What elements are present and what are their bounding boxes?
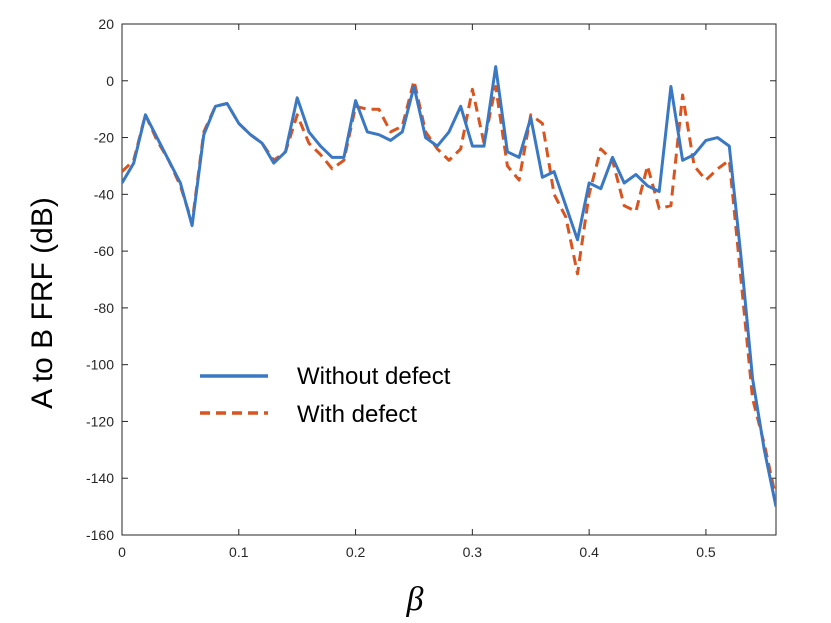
x-tick-label: 0.2 bbox=[346, 544, 366, 560]
y-axis: 20 0 -20 -40 -60 -80 -100 -120 -140 -160 bbox=[86, 16, 776, 543]
y-tick-label: 0 bbox=[106, 73, 114, 89]
x-axis-label: β bbox=[406, 581, 424, 618]
legend-label-with-defect: With defect bbox=[297, 401, 417, 428]
x-tick-label: 0.5 bbox=[696, 544, 716, 560]
x-tick-label: 0.4 bbox=[579, 544, 599, 560]
y-tick-label: -40 bbox=[94, 186, 114, 202]
y-tick-label: -100 bbox=[86, 357, 114, 373]
legend-label-without-defect: Without defect bbox=[297, 363, 451, 390]
y-tick-label: -120 bbox=[86, 413, 114, 429]
x-tick-label: 0 bbox=[118, 544, 126, 560]
plot-area-border bbox=[121, 23, 777, 536]
x-axis: 0 0.1 0.2 0.3 0.4 0.5 bbox=[118, 24, 716, 560]
y-tick-label: -80 bbox=[94, 300, 114, 316]
x-tick-label: 0.1 bbox=[229, 544, 249, 560]
y-axis-label: A to B FRF (dB) bbox=[26, 197, 59, 409]
legend: Without defect With defect bbox=[200, 363, 451, 428]
y-tick-label: 20 bbox=[98, 16, 114, 32]
y-tick-label: -160 bbox=[86, 527, 114, 543]
plot-frame bbox=[121, 23, 777, 536]
series-line-without-defect bbox=[122, 65, 776, 507]
series-lines bbox=[122, 65, 776, 507]
x-tick-label: 0.3 bbox=[463, 544, 483, 560]
y-tick-label: -140 bbox=[86, 470, 114, 486]
y-tick-label: -20 bbox=[94, 130, 114, 146]
y-tick-label: -60 bbox=[94, 243, 114, 259]
